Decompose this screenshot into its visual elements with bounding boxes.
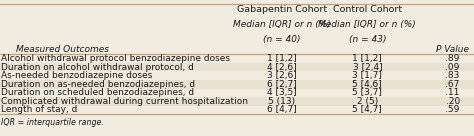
Text: .83: .83 — [446, 71, 460, 80]
Bar — [0, 54, 474, 63]
Bar — [0, 89, 474, 97]
Text: Complicated withdrawal during current hospitalization: Complicated withdrawal during current ho… — [1, 97, 248, 106]
Text: 2 (5): 2 (5) — [357, 97, 378, 106]
Bar — [0, 106, 474, 114]
Text: 5 (13): 5 (13) — [268, 97, 296, 106]
Text: Alcohol withdrawal protocol benzodiazepine doses: Alcohol withdrawal protocol benzodiazepi… — [1, 54, 230, 63]
Text: 3 [2,4]: 3 [2,4] — [353, 63, 382, 72]
Text: .59: .59 — [446, 105, 460, 115]
Text: 3 [1,7]: 3 [1,7] — [352, 71, 383, 80]
Text: Median [IQR] or n (%): Median [IQR] or n (%) — [233, 20, 331, 29]
Text: 1 [1,2]: 1 [1,2] — [267, 54, 297, 63]
Text: IQR = interquartile range.: IQR = interquartile range. — [1, 118, 104, 127]
Text: Duration on as-needed benzodiazepines, d: Duration on as-needed benzodiazepines, d — [1, 80, 195, 89]
Text: Duration on alcohol withdrawal protocol, d: Duration on alcohol withdrawal protocol,… — [1, 63, 194, 72]
Bar — [0, 72, 474, 80]
Text: Control Cohort: Control Cohort — [333, 5, 402, 14]
Text: 4 [2,6]: 4 [2,6] — [267, 63, 297, 72]
Text: Length of stay, d: Length of stay, d — [1, 105, 77, 115]
Text: 5 [4,7]: 5 [4,7] — [353, 105, 382, 115]
Bar — [0, 97, 474, 106]
Text: 6 [2,7]: 6 [2,7] — [267, 80, 297, 89]
Text: (n = 43): (n = 43) — [348, 35, 386, 44]
Bar — [0, 80, 474, 89]
Text: 5 [4,6]: 5 [4,6] — [353, 80, 382, 89]
Text: 6 [4,7]: 6 [4,7] — [267, 105, 297, 115]
Text: .09: .09 — [446, 63, 460, 72]
Bar — [0, 63, 474, 72]
Text: 4 [3,5]: 4 [3,5] — [267, 88, 297, 97]
Text: .20: .20 — [446, 97, 460, 106]
Text: .67: .67 — [446, 80, 460, 89]
Text: Median [IQR] or n (%): Median [IQR] or n (%) — [319, 20, 416, 29]
Text: Duration on scheduled benzodiazepines, d: Duration on scheduled benzodiazepines, d — [1, 88, 194, 97]
Text: Measured Outcomes: Measured Outcomes — [16, 45, 109, 54]
Text: (n = 40): (n = 40) — [263, 35, 301, 44]
Text: Gabapentin Cohort: Gabapentin Cohort — [237, 5, 327, 14]
Text: P Value: P Value — [436, 45, 469, 54]
Text: 1 [1,2]: 1 [1,2] — [353, 54, 382, 63]
Text: 5 [3,7]: 5 [3,7] — [352, 88, 383, 97]
Text: 3 [2,6]: 3 [2,6] — [267, 71, 297, 80]
Text: .11: .11 — [446, 88, 460, 97]
Text: .89: .89 — [446, 54, 460, 63]
Text: As-needed benzodiazepine doses: As-needed benzodiazepine doses — [1, 71, 152, 80]
